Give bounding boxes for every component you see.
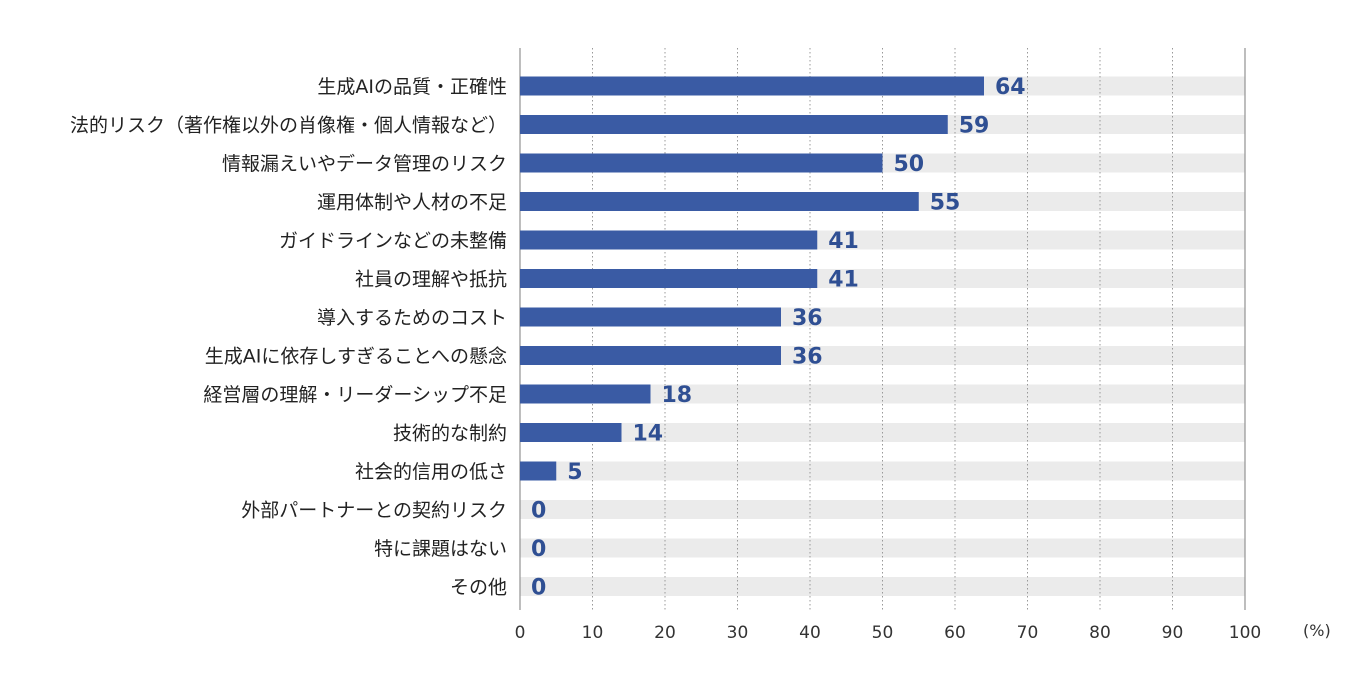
bars bbox=[520, 76, 984, 481]
x-tick-label: 60 bbox=[944, 623, 966, 643]
bar bbox=[520, 230, 818, 250]
x-tick-label: 100 bbox=[1229, 623, 1261, 643]
bar bbox=[520, 307, 781, 327]
bar bbox=[520, 384, 651, 404]
value-label: 36 bbox=[792, 306, 823, 331]
value-label: 41 bbox=[828, 268, 859, 293]
bar bbox=[520, 346, 781, 365]
category-label: 情報漏えいやデータ管理のリスク bbox=[222, 153, 507, 175]
x-tick-label: 30 bbox=[727, 623, 749, 643]
category-label: 技術的な制約 bbox=[393, 423, 507, 445]
bar bbox=[520, 115, 948, 134]
category-label: ガイドラインなどの未整備 bbox=[279, 230, 507, 252]
x-tick-label: 0 bbox=[515, 623, 526, 643]
category-label: 生成AIに依存しすぎることへの懸念 bbox=[205, 345, 507, 368]
value-label: 0 bbox=[531, 537, 546, 562]
category-label: 社会的信用の低さ bbox=[355, 461, 507, 483]
grid-lines bbox=[519, 48, 1246, 610]
category-label: 運用体制や人材の不足 bbox=[317, 192, 507, 214]
bar bbox=[520, 153, 883, 173]
value-label: 18 bbox=[662, 383, 693, 408]
bar-track bbox=[520, 461, 1245, 481]
bar bbox=[520, 461, 557, 481]
x-tick-label: 70 bbox=[1017, 623, 1039, 643]
value-label: 41 bbox=[828, 229, 859, 254]
category-label: 社員の理解や抵抗 bbox=[355, 269, 507, 291]
value-label: 36 bbox=[792, 345, 823, 370]
value-label: 0 bbox=[531, 576, 546, 601]
x-tick-label: 40 bbox=[799, 623, 821, 643]
value-label: 0 bbox=[531, 499, 546, 524]
category-label: 特に課題はない bbox=[374, 538, 507, 560]
category-label: 経営層の理解・リーダーシップ不足 bbox=[203, 384, 507, 406]
x-axis-tick-labels: 0 10 20 30 40 50 60 70 80 90 100 bbox=[515, 623, 1262, 643]
category-label: 導入するためのコスト bbox=[317, 307, 507, 329]
bar bbox=[520, 269, 818, 288]
value-label: 64 bbox=[995, 75, 1026, 100]
bar-track bbox=[520, 384, 1245, 404]
category-label: 生成AIの品質・正確性 bbox=[317, 76, 507, 98]
bar bbox=[520, 76, 984, 96]
x-tick-label: 90 bbox=[1162, 623, 1184, 643]
category-label: 法的リスク（著作権以外の肖像権・個人情報など） bbox=[70, 115, 507, 137]
value-label: 55 bbox=[930, 191, 961, 216]
x-tick-label: 10 bbox=[582, 623, 604, 643]
x-tick-label: 50 bbox=[872, 623, 894, 643]
value-label: 14 bbox=[633, 422, 664, 447]
x-tick-label: 20 bbox=[654, 623, 676, 643]
value-label: 5 bbox=[567, 460, 582, 485]
bar bbox=[520, 423, 622, 442]
value-label: 59 bbox=[959, 114, 990, 139]
x-axis-unit-label: (%) bbox=[1303, 621, 1331, 640]
value-label: 50 bbox=[894, 152, 925, 177]
category-label: 外部パートナーとの契約リスク bbox=[241, 500, 507, 522]
x-tick-label: 80 bbox=[1089, 623, 1111, 643]
bar-track bbox=[520, 577, 1245, 596]
bar bbox=[520, 192, 919, 211]
category-label: その他 bbox=[450, 577, 507, 599]
